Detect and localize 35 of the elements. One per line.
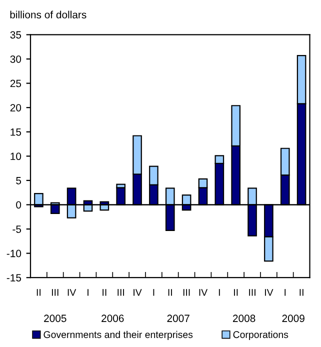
x-tick-label: IV	[68, 289, 76, 296]
y-tick-label: 20	[10, 104, 22, 112]
x-tick-label: I	[284, 289, 286, 296]
x-tick-label: IV	[199, 289, 208, 296]
x-tick-label: I	[153, 289, 154, 296]
text: 2007	[167, 314, 190, 322]
x-tick-label: III	[249, 289, 256, 296]
y-tick-label: -15	[6, 274, 22, 282]
text: 2008	[232, 314, 256, 322]
y-tick-label: -10	[6, 250, 22, 258]
x-tick-label: III	[183, 289, 190, 296]
x-tick-label: II	[300, 289, 304, 296]
x-tick-label: IV	[265, 289, 274, 296]
text: 2005	[44, 314, 66, 322]
y-tick-label: 0	[16, 201, 22, 209]
y-tick-label: 25	[10, 80, 22, 88]
y-tick-label: -5	[12, 226, 22, 233]
text: 2009	[282, 314, 304, 322]
x-tick-label: I	[218, 289, 220, 296]
x-tick-label: II	[168, 289, 172, 296]
x-tick-label: IV	[134, 289, 142, 296]
x-tick-label: II	[234, 289, 238, 296]
y-axis-title: billions of dollars	[10, 10, 86, 18]
y-tick-label: 5	[16, 177, 22, 184]
y-tick-label: 30	[10, 55, 22, 63]
x-tick-label: III	[52, 289, 58, 296]
text: 2006	[102, 314, 124, 322]
x-tick-label: II	[102, 289, 106, 296]
legend-label: Corporations	[233, 330, 288, 340]
y-tick-label: 10	[10, 152, 22, 160]
legend-label: Governments and their enterprises	[44, 330, 193, 340]
y-tick-label: 35	[10, 31, 22, 39]
y-tick-label: 15	[10, 128, 22, 136]
x-tick-label: III	[118, 289, 124, 296]
x-tick-label: II	[36, 289, 41, 296]
